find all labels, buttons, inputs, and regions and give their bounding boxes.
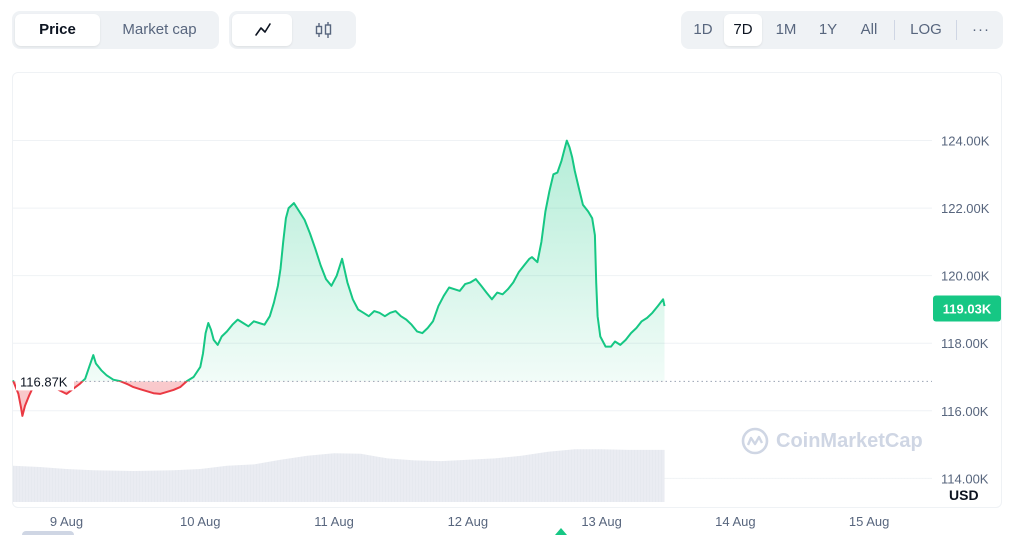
reference-label: 116.87K — [16, 372, 74, 391]
chart-type-toggle — [229, 11, 356, 49]
price-area-up — [13, 140, 665, 382]
candlestick-icon — [315, 22, 332, 38]
tab-price[interactable]: Price — [15, 14, 100, 46]
current-price-tag: 119.03K — [933, 295, 1001, 322]
x-tick-label: 12 Aug — [448, 514, 489, 529]
price-line-up — [12, 139, 666, 382]
chart-frame — [12, 72, 1002, 508]
x-tick-label: 15 Aug — [849, 514, 890, 529]
metric-tabs: Price Market cap — [12, 11, 219, 49]
more-options-button[interactable]: ··· — [972, 21, 990, 38]
reference-label-bg — [16, 372, 74, 391]
scrollbar-thumb[interactable] — [22, 531, 74, 535]
watermark: CoinMarketCap — [740, 426, 923, 456]
y-tick-label: 122.00K — [941, 201, 990, 216]
line-chart-button[interactable] — [232, 14, 292, 46]
y-tick-label: 114.00K — [941, 471, 989, 486]
range-1d[interactable]: 1D — [693, 21, 713, 38]
coinmarketcap-logo-icon — [741, 427, 769, 455]
tab-market-cap[interactable]: Market cap — [122, 21, 197, 38]
watermark-text: CoinMarketCap — [776, 429, 923, 452]
log-scale-button[interactable]: LOG — [910, 21, 942, 38]
range-divider — [894, 20, 895, 40]
range-all[interactable]: All — [860, 21, 878, 38]
currency-label: USD — [949, 487, 979, 503]
range-7d[interactable]: 7D — [724, 14, 762, 46]
line-chart-icon — [255, 23, 271, 36]
y-tick-label: 118.00K — [941, 336, 989, 351]
x-tick-label: 10 Aug — [180, 514, 221, 529]
x-tick-label: 11 Aug — [314, 514, 354, 529]
x-tick-label: 14 Aug — [715, 514, 756, 529]
x-tick-label: 13 Aug — [581, 514, 622, 529]
current-price-label: 119.03K — [943, 301, 992, 316]
y-tick-label: 120.00K — [941, 269, 990, 284]
reference-price-label: 116.87K — [20, 374, 68, 389]
range-1m[interactable]: 1M — [775, 21, 797, 38]
y-tick-label: 124.00K — [941, 134, 990, 149]
candlestick-chart-button[interactable] — [293, 14, 353, 46]
x-tick-label: 9 Aug — [50, 514, 83, 529]
range-divider — [956, 20, 957, 40]
scrubber-handle[interactable] — [555, 528, 567, 535]
range-tabs: 1D 7D 1M 1Y All LOG ··· — [681, 11, 1003, 49]
range-1y[interactable]: 1Y — [818, 21, 838, 38]
y-tick-label: 116.00K — [941, 404, 989, 419]
